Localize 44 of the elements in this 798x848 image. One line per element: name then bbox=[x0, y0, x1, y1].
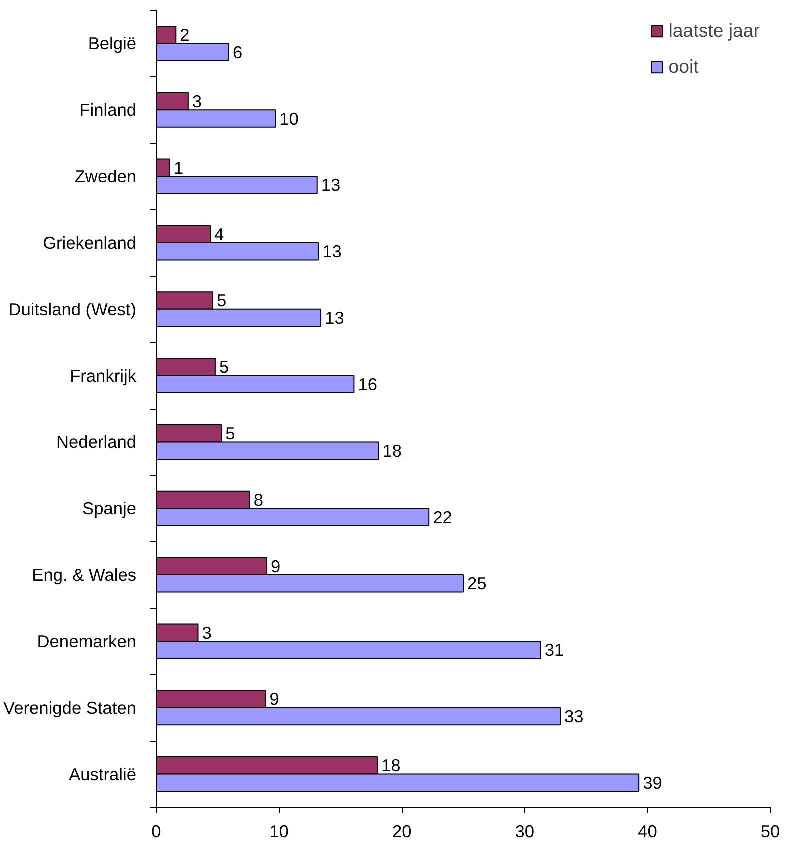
y-tick-label: Griekenland bbox=[43, 232, 137, 253]
data-label: 31 bbox=[544, 640, 564, 660]
data-label: 18 bbox=[382, 440, 402, 461]
legend-label: laatste jaar bbox=[668, 20, 760, 42]
x-tick-label: 50 bbox=[760, 822, 780, 842]
y-tick-label: Frankrijk bbox=[70, 366, 137, 386]
x-tick-label: 20 bbox=[392, 822, 412, 842]
data-label: 25 bbox=[468, 574, 487, 594]
data-label: 5 bbox=[216, 290, 227, 311]
data-label: 3 bbox=[192, 91, 202, 112]
y-tick-label: België bbox=[88, 34, 137, 54]
data-label: 16 bbox=[358, 374, 378, 394]
legend-label: ooit bbox=[668, 56, 699, 78]
y-tick-label: Spanje bbox=[82, 498, 137, 519]
data-label: 4 bbox=[214, 224, 225, 244]
data-label: 22 bbox=[433, 507, 452, 528]
data-label: 8 bbox=[254, 490, 264, 510]
data-label: 9 bbox=[271, 556, 281, 576]
y-tick-label: Nederland bbox=[56, 432, 137, 452]
x-tick-label: 10 bbox=[270, 822, 289, 842]
data-label: 9 bbox=[270, 689, 280, 710]
data-label: 10 bbox=[280, 108, 299, 129]
y-tick-label: Denemarken bbox=[37, 631, 137, 652]
data-label: 2 bbox=[180, 25, 190, 46]
y-tick-label: Zweden bbox=[74, 166, 137, 187]
data-label: 6 bbox=[232, 42, 243, 62]
y-tick-label: Verenigde Staten bbox=[4, 698, 137, 718]
data-label: 5 bbox=[219, 357, 230, 378]
data-label: 5 bbox=[226, 424, 236, 444]
data-label: 13 bbox=[321, 175, 341, 196]
data-label: 18 bbox=[382, 756, 401, 776]
y-tick-label: Eng. & Wales bbox=[32, 565, 137, 586]
data-label: 1 bbox=[174, 158, 184, 178]
x-tick-label: 0 bbox=[152, 822, 162, 842]
y-tick-label: Finland bbox=[80, 100, 137, 120]
data-label: 39 bbox=[643, 772, 662, 793]
x-tick-label: 30 bbox=[515, 822, 535, 842]
x-tick-label: 40 bbox=[638, 822, 658, 842]
data-label: 13 bbox=[322, 242, 342, 262]
data-label: 33 bbox=[564, 706, 584, 727]
data-label: 3 bbox=[202, 622, 212, 643]
data-label: 13 bbox=[325, 308, 344, 328]
y-tick-label: Australië bbox=[69, 764, 137, 784]
y-tick-label: Duitsland (West) bbox=[8, 299, 137, 320]
